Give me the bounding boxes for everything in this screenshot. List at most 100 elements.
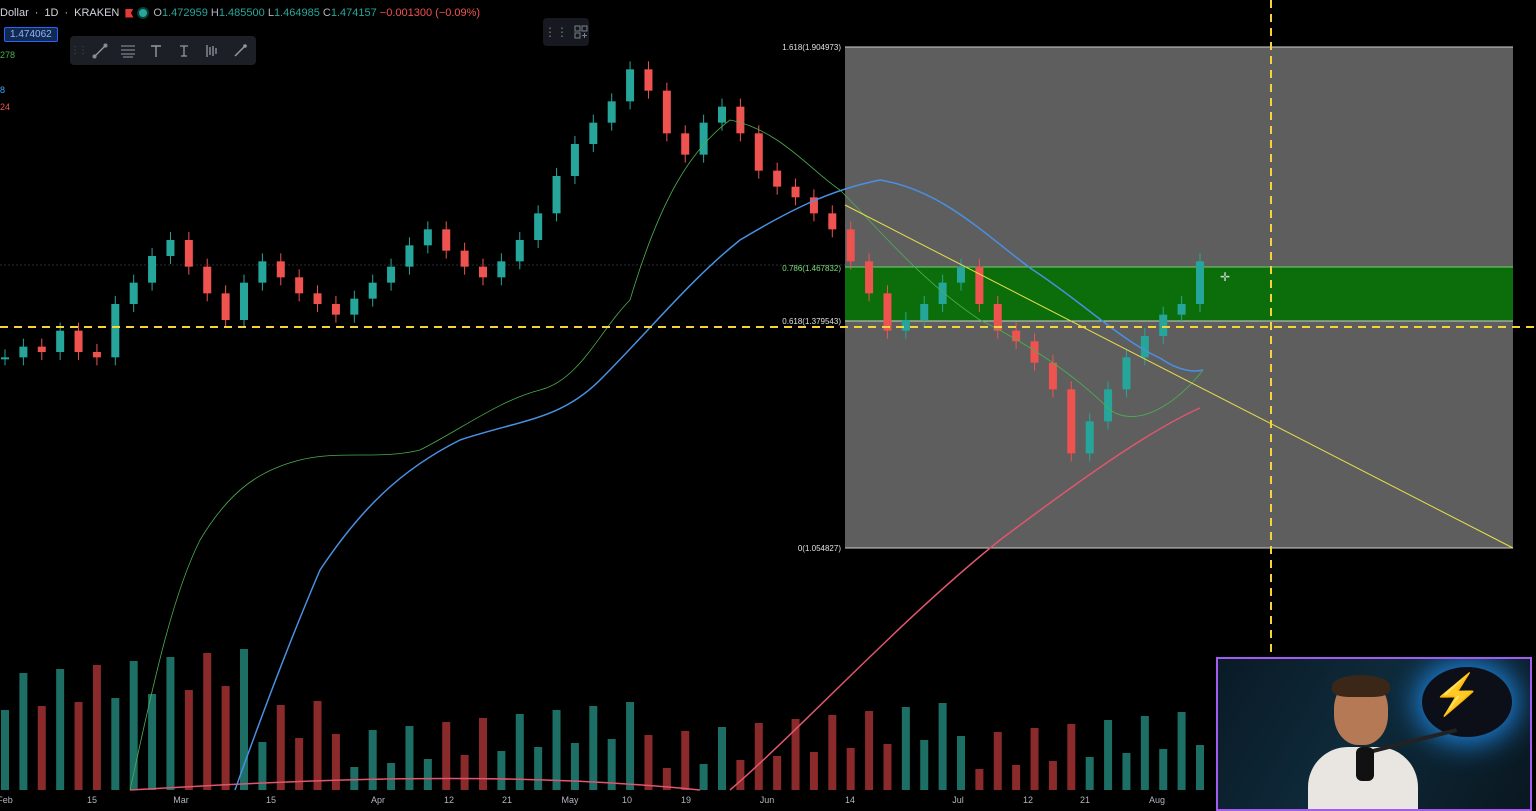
volume-bar <box>589 706 598 790</box>
candle-body <box>791 186 800 198</box>
candle-body <box>589 122 598 144</box>
candle-body <box>957 266 965 283</box>
volume-bar <box>184 690 193 790</box>
candle-body <box>1012 330 1021 342</box>
volume-bar <box>1122 753 1131 790</box>
layout-button[interactable]: ⋮⋮ <box>543 18 589 46</box>
bar-pattern-icon[interactable] <box>198 36 226 65</box>
x-axis-label: 10 <box>622 795 632 805</box>
symbol-separator: · <box>34 7 39 19</box>
volume-bar <box>773 756 782 790</box>
candle-body <box>460 250 469 267</box>
candle-body <box>699 122 708 155</box>
candle-body <box>938 282 947 304</box>
candle-body <box>809 197 818 214</box>
x-axis-label: 21 <box>502 795 512 805</box>
volume-bar <box>56 669 65 790</box>
candle-body <box>828 213 837 230</box>
candle-body <box>56 330 65 352</box>
layout-grid-icon <box>574 25 588 39</box>
symbol-legend[interactable]: Dollar · 1D · KRAKEN O1.472959 H1.485500… <box>0 7 480 19</box>
volume-bar <box>736 760 745 790</box>
volume-bar <box>1048 761 1057 790</box>
volume-bar <box>111 698 120 790</box>
volume-bar <box>258 742 267 790</box>
fib-retracement-icon[interactable] <box>114 36 142 65</box>
x-axis-label: Apr <box>371 795 385 805</box>
volume-bar <box>699 764 708 790</box>
indicator-value-3: 24 <box>0 102 11 112</box>
candle-body <box>515 240 524 262</box>
volume-bar <box>148 694 157 790</box>
volume-bar <box>276 705 285 790</box>
volume-bar <box>920 740 929 790</box>
change-value: −0.001300 (−0.09%) <box>379 7 481 19</box>
x-axis-label: 19 <box>681 795 691 805</box>
volume-bar <box>203 653 212 790</box>
volume-bar <box>1104 720 1113 790</box>
x-axis-label: 14 <box>845 795 855 805</box>
x-axis-label: 12 <box>1023 795 1033 805</box>
volume-bar <box>644 735 653 790</box>
candle-body <box>37 346 46 352</box>
candle-body <box>681 133 690 155</box>
trendline[interactable] <box>844 204 1514 549</box>
volume-bar <box>846 748 855 790</box>
exchange-label[interactable]: KRAKEN <box>74 7 120 19</box>
candle-body <box>552 176 561 214</box>
interval-label[interactable]: 1D <box>44 7 59 19</box>
volume-bar <box>901 707 910 790</box>
candle-body <box>479 266 487 278</box>
candle-body <box>901 320 910 331</box>
crosshair-cursor-icon: ✛ <box>1220 270 1231 284</box>
ma-fast-line <box>129 119 1204 791</box>
volume-bar <box>809 752 818 790</box>
drawing-toolbar[interactable]: ⋮⋮ <box>70 36 256 65</box>
candle-body <box>846 229 855 262</box>
x-axis-label: 15 <box>87 795 97 805</box>
candle-body <box>1 357 9 360</box>
text-icon[interactable] <box>142 36 170 65</box>
volume-bar <box>957 736 965 790</box>
candle-body <box>203 266 212 294</box>
candle-body <box>1030 341 1039 363</box>
brush-icon[interactable] <box>226 36 254 65</box>
open-value: 1.472959 <box>161 7 208 19</box>
candle-body <box>993 304 1002 331</box>
drag-handle-icon[interactable]: ⋮⋮ <box>70 45 88 56</box>
volume-bar <box>1140 716 1149 790</box>
candle-body <box>534 213 543 240</box>
volume-bars <box>1 649 1204 790</box>
candle-body <box>644 69 653 91</box>
low-label: L <box>267 7 274 19</box>
x-axis: Feb 15 Mar 15 Apr 12 21 May 10 19 Jun 14 Jul 12 21 Aug <box>0 795 1165 805</box>
volume-bar <box>681 731 690 790</box>
volume-bar <box>313 701 322 790</box>
flag-icon[interactable] <box>125 8 134 18</box>
fib-label-618: 0.618(1.379543) <box>782 317 841 326</box>
candle-body <box>166 240 175 256</box>
price-label-icon[interactable] <box>170 36 198 65</box>
candle-body <box>607 101 616 123</box>
candle-body <box>258 261 267 283</box>
drag-handle-icon: ⋮⋮ <box>544 25 568 39</box>
volume-bar <box>1159 749 1168 790</box>
volume-bar <box>938 703 947 790</box>
x-axis-label: May <box>561 795 579 805</box>
open-label: O <box>153 7 162 19</box>
volume-bar <box>1030 728 1039 790</box>
candle-body <box>423 229 432 246</box>
candle-body <box>442 229 451 251</box>
volume-bar <box>74 702 83 790</box>
candle-body <box>773 170 782 187</box>
volume-bar <box>295 738 304 790</box>
candle-body <box>405 245 414 267</box>
volume-bar <box>552 710 561 790</box>
x-axis-label: Jul <box>952 795 964 805</box>
trend-line-icon[interactable] <box>86 36 114 65</box>
volume-bar <box>442 722 451 790</box>
volume-bar <box>607 739 616 790</box>
candle-body <box>1122 357 1131 390</box>
symbol-name[interactable]: Dollar <box>0 7 29 19</box>
